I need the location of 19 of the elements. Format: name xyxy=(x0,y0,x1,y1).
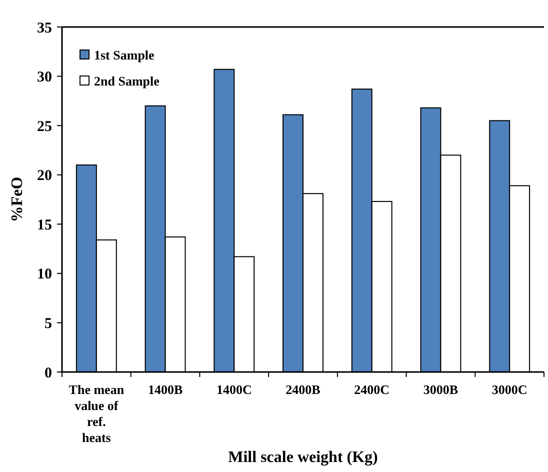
x-tick-label: 1400C xyxy=(216,382,252,397)
legend-label: 2nd Sample xyxy=(94,74,160,89)
y-tick-label: 20 xyxy=(37,168,52,184)
x-tick-label: 2400B xyxy=(286,382,321,397)
x-tick-label: 1400B xyxy=(148,382,183,397)
y-axis-title: %FeO xyxy=(9,176,26,222)
x-tick-label: 3000B xyxy=(423,382,458,397)
x-tick-label: The mean value of ref. heats xyxy=(68,382,125,445)
x-tick-label: 3000C xyxy=(492,382,528,397)
x-axis-title: Mill scale weight (Kg) xyxy=(228,449,378,466)
y-tick-label: 25 xyxy=(37,118,52,135)
y-tick-label: 15 xyxy=(37,217,52,234)
y-tick-label: 5 xyxy=(44,316,52,332)
y-tick-label: 30 xyxy=(37,70,52,86)
legend-label: 1st Sample xyxy=(94,48,155,63)
y-tick-label: 35 xyxy=(37,20,52,36)
y-tick-label: 10 xyxy=(37,266,52,283)
x-tick-label: 2400C xyxy=(354,382,390,397)
y-tick-label: 0 xyxy=(44,365,52,382)
